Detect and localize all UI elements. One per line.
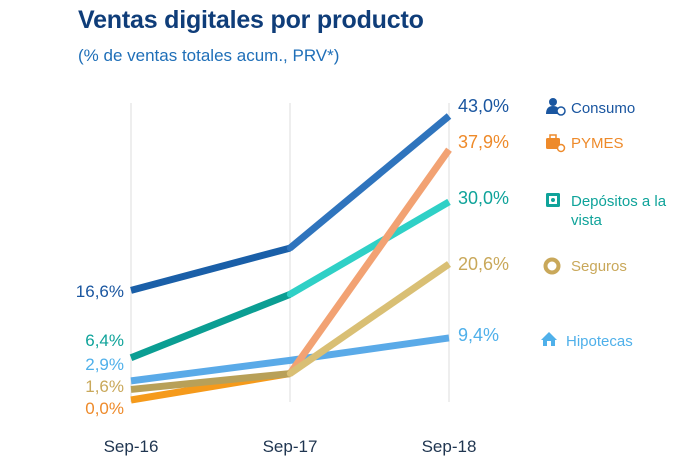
- safe-icon: [546, 193, 560, 207]
- end-label-depositos: 30,0%: [458, 188, 509, 208]
- legend-label-pymes: PYMES: [571, 135, 624, 152]
- chart-subtitle: (% de ventas totales acum., PRV*): [78, 46, 340, 65]
- series-depositos-segment-1: [129, 291, 292, 361]
- legend-label-consumo: Consumo: [571, 100, 635, 117]
- house-icon: [541, 332, 557, 346]
- x-tick-label: Sep-18: [422, 437, 477, 456]
- end-label-seguros: 20,6%: [458, 254, 509, 274]
- series-seguros-segment-2: [288, 261, 451, 377]
- chart-title: Ventas digitales por producto: [78, 6, 424, 34]
- series-depositos-segment-2: [288, 198, 451, 298]
- series-hipotecas-segment-1: [130, 356, 291, 385]
- x-tick-label: Sep-16: [104, 437, 159, 456]
- series-pymes-segment-2: [287, 147, 452, 376]
- lifebuoy-icon: [543, 257, 561, 275]
- series-consumo-joint: [286, 244, 294, 252]
- legend-label-seguros: Seguros: [571, 258, 627, 275]
- series-depositos-joint: [286, 291, 294, 298]
- series-hipotecas-joint: [286, 357, 294, 364]
- person-icon: [546, 98, 566, 116]
- series-seguros-joint: [286, 370, 294, 377]
- start-label-pymes: 0,0%: [85, 399, 124, 418]
- end-label-pymes: 37,9%: [458, 132, 509, 152]
- briefcase-icon: [546, 134, 566, 153]
- end-label-consumo: 43,0%: [458, 96, 509, 116]
- start-label-depositos: 6,4%: [85, 331, 124, 350]
- start-label-consumo: 16,6%: [76, 282, 124, 301]
- series-seguros-segment-1: [130, 370, 291, 393]
- series-consumo-segment-2: [287, 113, 452, 251]
- start-label-hipotecas: 2,9%: [85, 355, 124, 374]
- end-label-hipotecas: 9,4%: [458, 325, 499, 345]
- legend-label-depositos: Depósitos a la vista: [571, 193, 667, 229]
- series-consumo-segment-1: [130, 244, 291, 294]
- legend-label-hipotecas: Hipotecas: [566, 333, 633, 350]
- start-label-seguros: 1,6%: [85, 377, 124, 396]
- x-tick-label: Sep-17: [263, 437, 318, 456]
